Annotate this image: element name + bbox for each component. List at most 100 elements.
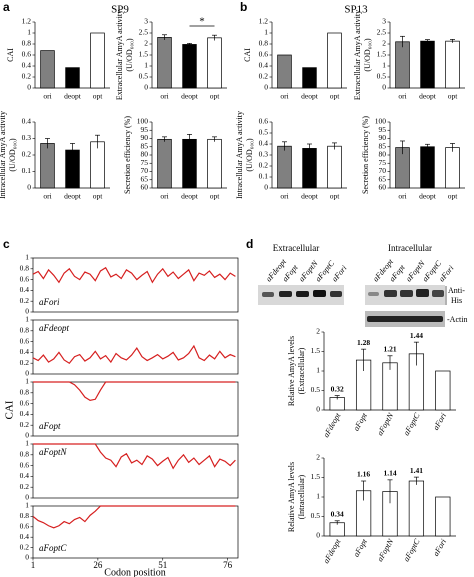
- y-tick-label: 0.1: [259, 172, 269, 181]
- y-tick-label: 90: [379, 133, 387, 142]
- y-axis-label: Secretion efficiency (%): [123, 116, 132, 194]
- y-tick-label: 0: [382, 83, 386, 92]
- bar: [182, 138, 197, 189]
- value-label: 0.34: [331, 510, 344, 519]
- band: [384, 290, 397, 297]
- bar: [40, 50, 55, 89]
- x-tick-label: aFoptN: [375, 537, 395, 563]
- y-tick-label: 75: [141, 158, 149, 167]
- y-tick-label: 0.2: [20, 358, 30, 367]
- x-tick-label: aFdeopt: [321, 411, 343, 439]
- y-tick-label: 90: [141, 133, 149, 142]
- y-tick-label: 0.2: [22, 150, 32, 159]
- panel-label: c: [3, 237, 10, 251]
- y-tick-label: 0.8: [259, 39, 269, 48]
- x-tick-label: ori: [280, 92, 288, 101]
- legend-label: aFoptN: [39, 447, 67, 457]
- x-tick-label: ori: [160, 92, 168, 101]
- x-tick-label: ori: [398, 92, 406, 101]
- y-axis-label: (U/OD₆₀₀): [8, 138, 17, 172]
- y-tick-label: 1: [25, 253, 29, 262]
- y-tick-label: 60: [141, 183, 149, 192]
- y-tick-label: 0: [144, 83, 148, 92]
- value-label: 0.32: [331, 384, 344, 393]
- y-tick-label: 0.6: [259, 50, 269, 59]
- plot-frame: [32, 381, 239, 437]
- y-tick-label: 95: [141, 125, 149, 134]
- y-tick-label: 70: [141, 166, 149, 175]
- y-axis-label: Extracellular AmyA activity: [115, 10, 124, 100]
- x-tick-label: opt: [93, 92, 104, 101]
- y-tick-label: 0.4: [20, 532, 30, 541]
- x-tick-label: aFopt: [352, 537, 370, 559]
- y-tick-label: 0.6: [259, 117, 269, 126]
- x-tick-label: aFoptC: [402, 537, 422, 563]
- y-axis-label: (U/OD₆₀₀): [245, 138, 254, 172]
- bar: [277, 54, 292, 89]
- y-tick-label: 1: [25, 315, 29, 324]
- y-tick-label: 3: [144, 17, 148, 26]
- y-tick-label: 0: [316, 405, 320, 414]
- group-title: SP13: [344, 4, 368, 16]
- bar: [420, 40, 435, 89]
- y-tick-label: 0.8: [20, 511, 30, 520]
- y-tick-label: 0.3: [259, 150, 269, 159]
- y-tick-label: 2: [144, 39, 148, 48]
- y-tick-label: 0: [25, 493, 29, 502]
- y-tick-label: 60: [379, 183, 387, 192]
- y-tick-label: 0.1: [22, 166, 32, 175]
- x-tick-label: aFdeopt: [321, 537, 343, 565]
- blot-label: Intracellular: [388, 243, 432, 253]
- x-tick-label: opt: [93, 192, 104, 201]
- y-tick-label: 1: [25, 377, 29, 386]
- y-tick-label: 1: [25, 439, 29, 448]
- x-tick-label: deopt: [301, 192, 319, 201]
- band: [279, 291, 292, 297]
- y-tick-label: 1.5: [311, 346, 321, 355]
- y-axis-label: Intracellular AmyA activity: [235, 111, 244, 199]
- y-tick-label: 0: [25, 369, 29, 378]
- x-tick-label: 76: [223, 560, 233, 570]
- panel-label: d: [246, 237, 253, 251]
- y-tick-label: 0.4: [22, 61, 32, 70]
- y-tick-label: 1: [382, 61, 386, 70]
- y-axis-label: Relative AmyA levels: [287, 336, 296, 406]
- y-tick-label: 0.8: [20, 450, 30, 459]
- y-tick-label: 80: [379, 150, 387, 159]
- y-tick-label: 100: [375, 117, 387, 126]
- x-tick-label: ori: [398, 192, 406, 201]
- y-tick-label: 75: [379, 158, 387, 167]
- x-tick-label: deopt: [181, 192, 199, 201]
- y-tick-label: 0: [27, 183, 31, 192]
- legend-label: aFoptC: [39, 543, 67, 553]
- y-tick-label: 0.2: [20, 296, 30, 305]
- y-tick-label: 0.2: [22, 72, 32, 81]
- y-axis-label: Intracellular AmyA activity: [0, 111, 7, 199]
- bar: [395, 41, 410, 89]
- x-tick-label: opt: [448, 92, 459, 101]
- bar: [90, 32, 105, 89]
- panel-label: b: [240, 0, 247, 14]
- y-tick-label: 0.5: [377, 72, 387, 81]
- x-axis-label: Codon position: [104, 567, 165, 577]
- y-tick-label: 0.8: [20, 388, 30, 397]
- line: [32, 505, 236, 529]
- y-tick-label: 0.2: [20, 482, 30, 491]
- y-tick-label: 0.6: [22, 50, 32, 59]
- panel-label: a: [3, 0, 10, 14]
- x-tick-label: deopt: [181, 92, 199, 101]
- y-tick-label: 1: [25, 501, 29, 510]
- legend-label: aFori: [39, 297, 60, 307]
- plot-frame: [32, 257, 239, 313]
- y-tick-label: 0.4: [259, 61, 269, 70]
- y-tick-label: 1: [27, 28, 31, 37]
- bar: [408, 480, 425, 537]
- band: [416, 289, 429, 297]
- y-axis-label: (U/OD₆₀₀): [363, 38, 372, 72]
- y-tick-label: 1: [264, 28, 268, 37]
- value-label: 1.44: [410, 331, 423, 340]
- x-tick-label: opt: [448, 192, 459, 201]
- y-axis-label: CAI: [6, 48, 15, 62]
- y-tick-label: 0.4: [259, 139, 269, 148]
- y-tick-label: 1: [316, 492, 320, 501]
